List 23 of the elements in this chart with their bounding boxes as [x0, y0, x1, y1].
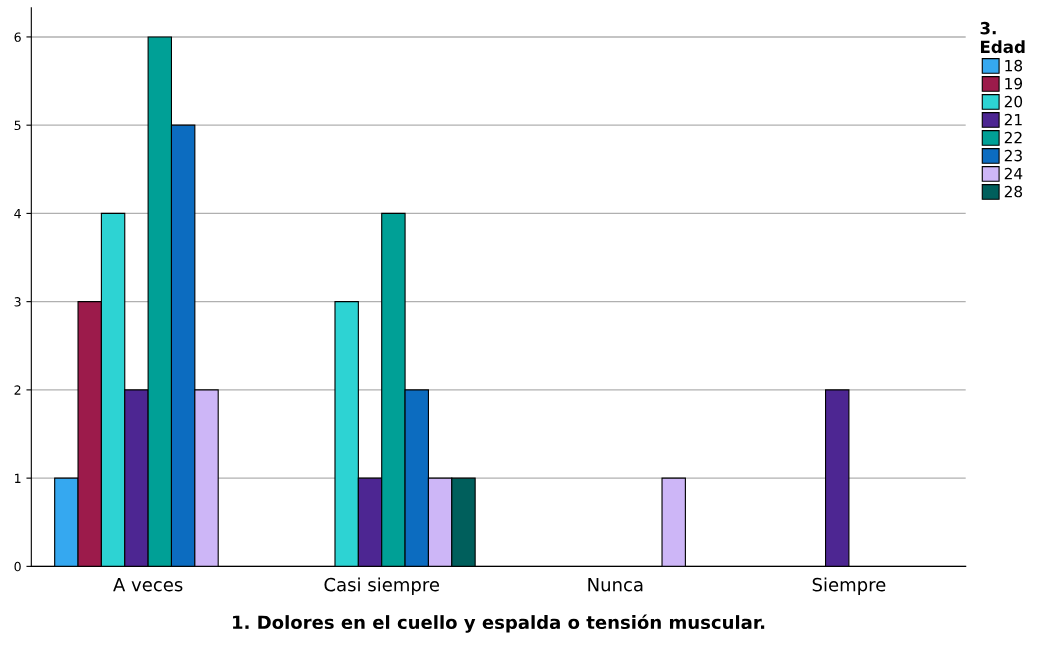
- legend-label: 24: [1004, 167, 1023, 180]
- y-tick-label: 5: [14, 120, 21, 131]
- y-tick-label: 6: [14, 32, 21, 42]
- legend-label: 23: [1004, 149, 1022, 162]
- y-tick-label: 2: [14, 385, 21, 395]
- y-tick-label: 0: [14, 561, 21, 572]
- y-tick-label: 1: [15, 473, 21, 483]
- x-tick-label: Nunca: [588, 578, 643, 592]
- bar: [661, 477, 686, 567]
- legend-label: 22: [1004, 131, 1022, 144]
- legend-label: 21: [1004, 113, 1022, 126]
- legend-label: 20: [1004, 95, 1023, 108]
- x-tick-label: Casi siempre: [324, 577, 440, 595]
- x-tick-label: Siempre: [812, 577, 886, 595]
- x-axis-title: 1. Dolores en el cuello y espalda o tensión muscular.: [233, 614, 765, 633]
- legend-label: 28: [1004, 185, 1023, 198]
- legend-label: 18: [1005, 59, 1023, 72]
- legend-label: 19: [1005, 77, 1023, 90]
- y-tick-label: 3: [14, 297, 21, 307]
- bar: [824, 389, 850, 567]
- y-tick-label: 4: [14, 209, 21, 219]
- legend-title: 3. Edad: [980, 21, 1025, 54]
- x-tick-label: A veces: [113, 578, 183, 592]
